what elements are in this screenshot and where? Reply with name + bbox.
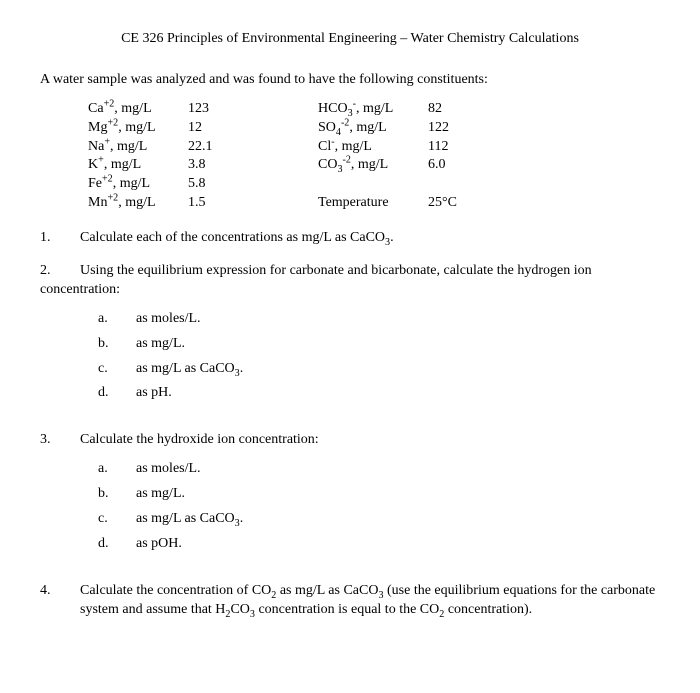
- sub-letter: b.: [98, 485, 136, 504]
- question: 2.Using the equilibrium expression for c…: [40, 262, 660, 281]
- question-text-cont: concentration:: [40, 281, 660, 300]
- sub-letter: c.: [98, 510, 136, 529]
- sub-text: as mg/L as CaCO3.: [136, 510, 243, 529]
- ion-value: 82: [428, 100, 478, 119]
- ion-label: Mn+2, mg/L: [88, 194, 188, 213]
- sub-item: b.as mg/L.: [98, 485, 660, 504]
- ion-value: [428, 175, 478, 194]
- ion-value: 3.8: [188, 156, 238, 175]
- data-row: Na+, mg/L22.1 Cl-, mg/L112: [88, 138, 660, 157]
- sub-letter: a.: [98, 460, 136, 479]
- questions-list: 1.Calculate each of the concentrations a…: [40, 229, 660, 619]
- ion-value: 5.8: [188, 175, 238, 194]
- data-row: K+, mg/L3.8 CO3-2, mg/L6.0: [88, 156, 660, 175]
- ion-value: 1.5: [188, 194, 238, 213]
- ion-label: Cl-, mg/L: [318, 138, 428, 157]
- sub-text: as mg/L.: [136, 335, 185, 354]
- ion-label: Fe+2, mg/L: [88, 175, 188, 194]
- sub-item: c.as mg/L as CaCO3.: [98, 360, 660, 379]
- sub-item: d.as pOH.: [98, 535, 660, 554]
- sub-text: as moles/L.: [136, 310, 201, 329]
- sub-item: a.as moles/L.: [98, 460, 660, 479]
- sub-letter: d.: [98, 384, 136, 403]
- question-text: Calculate the hydroxide ion concentratio…: [80, 431, 660, 450]
- ion-value: 12: [188, 119, 238, 138]
- sub-item: c.as mg/L as CaCO3.: [98, 510, 660, 529]
- question-number: 2.: [40, 262, 80, 281]
- data-row: Mg+2, mg/L12 SO4-2, mg/L122: [88, 119, 660, 138]
- gap: [238, 175, 318, 194]
- ion-label: Temperature: [318, 194, 428, 213]
- question: 3.Calculate the hydroxide ion concentrat…: [40, 431, 660, 450]
- question-text: Using the equilibrium expression for car…: [80, 262, 660, 281]
- question-number: 1.: [40, 229, 80, 248]
- sub-letter: b.: [98, 335, 136, 354]
- sub-item: b.as mg/L.: [98, 335, 660, 354]
- question: 4.Calculate the concentration of CO2 as …: [40, 582, 660, 620]
- ion-value: 123: [188, 100, 238, 119]
- ion-label: CO3-2, mg/L: [318, 156, 428, 175]
- ion-label: Ca+2, mg/L: [88, 100, 188, 119]
- gap: [238, 194, 318, 213]
- question-text: Calculate each of the concentrations as …: [80, 229, 660, 248]
- question-number: 3.: [40, 431, 80, 450]
- sub-letter: a.: [98, 310, 136, 329]
- data-row: Ca+2, mg/L123 HCO3-, mg/L82: [88, 100, 660, 119]
- question-number: 4.: [40, 582, 80, 620]
- sub-text: as moles/L.: [136, 460, 201, 479]
- gap: [238, 119, 318, 138]
- sub-item: a.as moles/L.: [98, 310, 660, 329]
- intro-text: A water sample was analyzed and was foun…: [40, 71, 660, 90]
- gap: [238, 100, 318, 119]
- sub-letter: c.: [98, 360, 136, 379]
- gap: [238, 138, 318, 157]
- worksheet-page: CE 326 Principles of Environmental Engin…: [0, 0, 700, 650]
- sub-item: d.as pH.: [98, 384, 660, 403]
- gap: [238, 156, 318, 175]
- sub-text: as pH.: [136, 384, 172, 403]
- question: 1.Calculate each of the concentrations a…: [40, 229, 660, 248]
- ion-value: 22.1: [188, 138, 238, 157]
- sub-letter: d.: [98, 535, 136, 554]
- ion-value: 6.0: [428, 156, 478, 175]
- ion-label: SO4-2, mg/L: [318, 119, 428, 138]
- page-title: CE 326 Principles of Environmental Engin…: [40, 30, 660, 49]
- ion-label: Mg+2, mg/L: [88, 119, 188, 138]
- data-row: Fe+2, mg/L5.8: [88, 175, 660, 194]
- constituents-table: Ca+2, mg/L123 HCO3-, mg/L82 Mg+2, mg/L12 SO…: [88, 100, 660, 213]
- ion-value: 112: [428, 138, 478, 157]
- ion-value: 122: [428, 119, 478, 138]
- ion-value: 25°C: [428, 194, 478, 213]
- ion-label: K+, mg/L: [88, 156, 188, 175]
- ion-label: HCO3-, mg/L: [318, 100, 428, 119]
- sub-text: as mg/L.: [136, 485, 185, 504]
- sub-text: as mg/L as CaCO3.: [136, 360, 243, 379]
- sub-text: as pOH.: [136, 535, 182, 554]
- data-row: Mn+2, mg/L1.5 Temperature25°C: [88, 194, 660, 213]
- ion-label: [318, 175, 428, 194]
- ion-label: Na+, mg/L: [88, 138, 188, 157]
- question-text: Calculate the concentration of CO2 as mg…: [80, 582, 660, 620]
